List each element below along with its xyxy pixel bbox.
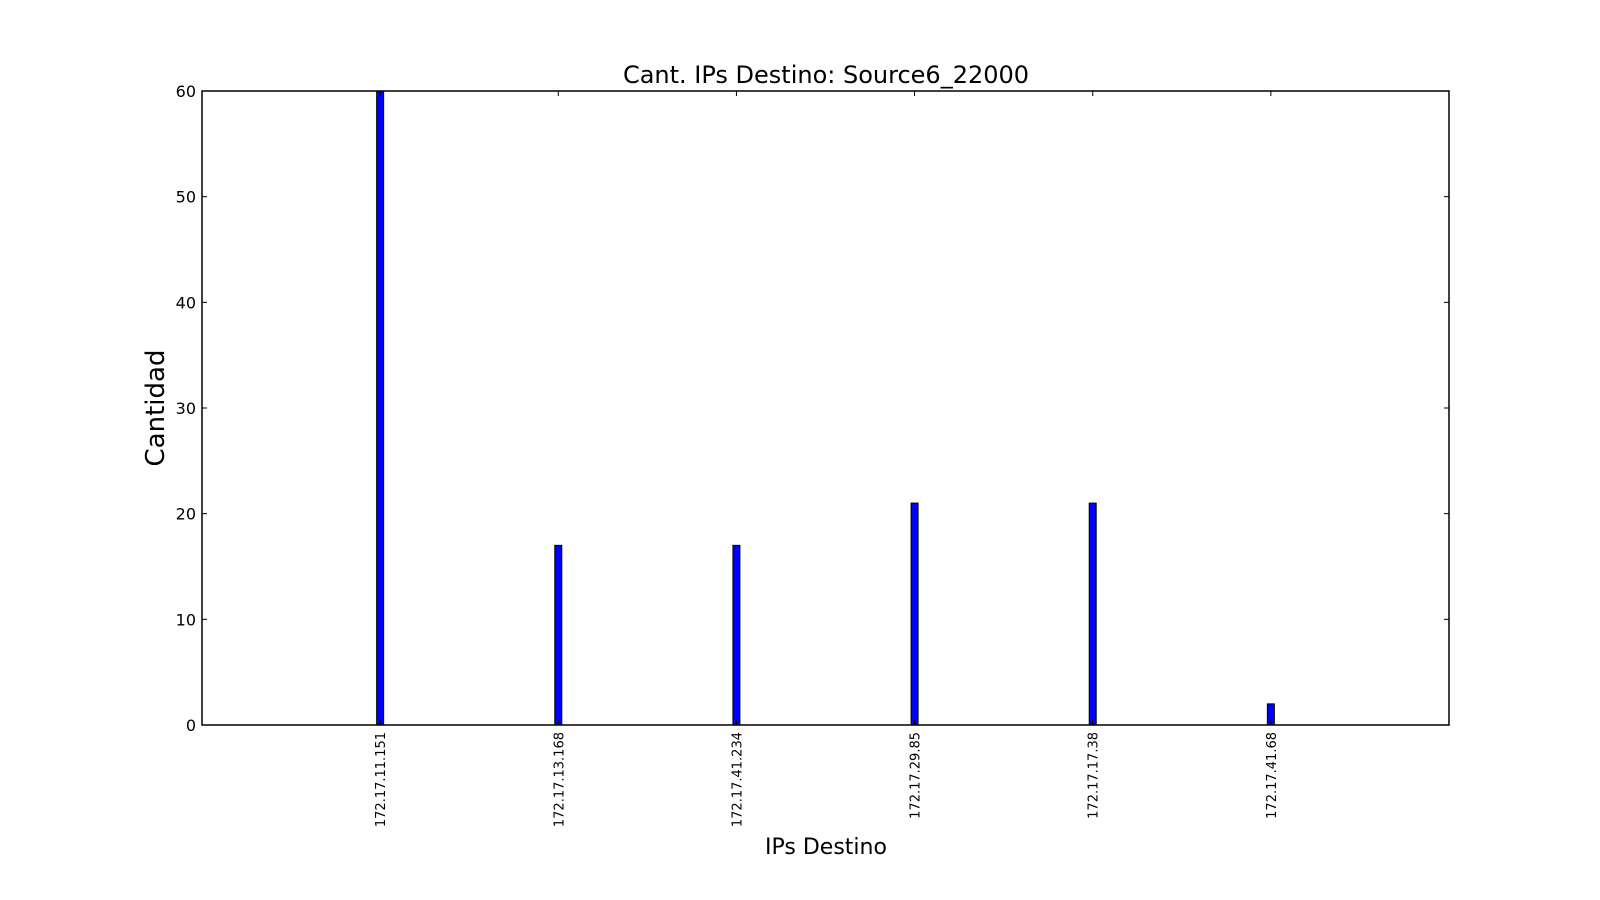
x-tick-label: 172.17.41.68 xyxy=(1265,732,1280,819)
bars-layer xyxy=(376,90,1275,726)
chart-title: Cant. IPs Destino: Source6_22000 xyxy=(623,61,1029,89)
y-tick-label: 40 xyxy=(176,293,196,312)
bar-172.17.13.168 xyxy=(554,544,563,726)
x-tick-label: 172.17.29.85 xyxy=(909,732,924,819)
x-axis-label: IPs Destino xyxy=(765,835,887,860)
y-tick-label: 30 xyxy=(176,399,196,418)
y-tick-label: 0 xyxy=(186,716,196,735)
x-tick-label: 172.17.17.38 xyxy=(1087,732,1102,819)
x-tick-label: 172.17.41.234 xyxy=(730,732,745,827)
y-tick-label: 60 xyxy=(176,82,196,101)
y-tick-label: 20 xyxy=(176,505,196,524)
x-tick-label: 172.17.13.168 xyxy=(552,732,567,827)
y-axis-label: Cantidad xyxy=(141,350,171,467)
bar-172.17.17.38 xyxy=(1088,502,1097,726)
y-tick-label: 50 xyxy=(176,188,196,207)
bar-172.17.11.151 xyxy=(376,90,385,726)
plot-frame xyxy=(201,90,1450,726)
x-tick-label: 172.17.11.151 xyxy=(374,732,389,827)
bar-172.17.41.234 xyxy=(732,544,741,726)
ticks-layer: 172.17.11.151 172.17.13.168 172.17.41.234 1… xyxy=(176,82,1449,827)
y-tick-label: 10 xyxy=(176,610,196,629)
bar-172.17.29.85 xyxy=(910,502,919,726)
